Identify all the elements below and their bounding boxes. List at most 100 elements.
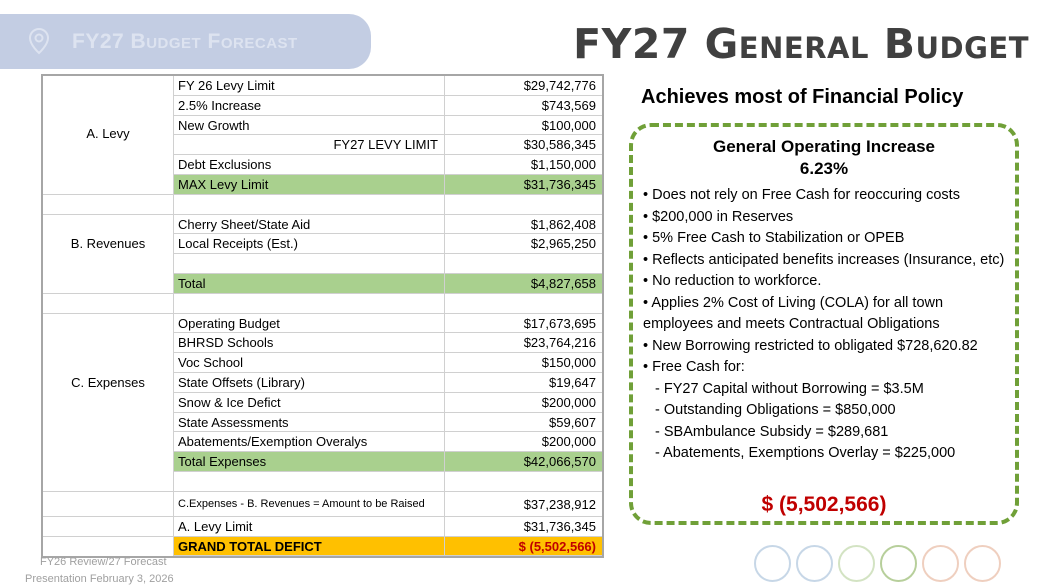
row-value: $200,000 <box>445 432 602 453</box>
logo-strip <box>754 545 1001 582</box>
row-item: Operating Budget <box>174 313 445 334</box>
table-row: C.Expenses - B. Revenues = Amount to be … <box>43 491 602 517</box>
group-cell <box>43 174 174 195</box>
row-value <box>445 195 602 215</box>
row-value: $743,569 <box>445 96 602 116</box>
policy-item: - Outstanding Obligations = $850,000 <box>655 402 896 418</box>
row-item <box>174 471 445 492</box>
row-item: Local Receipts (Est.) <box>174 234 445 255</box>
row-item: Total Expenses <box>174 452 445 472</box>
community-handshake-icon <box>964 545 1001 582</box>
row-value: $200,000 <box>445 393 602 413</box>
row-value: $59,607 <box>445 413 602 433</box>
group-cell <box>43 536 174 557</box>
group-cell <box>43 214 174 235</box>
row-item: Total <box>174 273 445 294</box>
row-value: $17,673,695 <box>445 314 602 334</box>
table-row: Total Expenses $42,066,570 <box>43 452 602 472</box>
row-value <box>445 294 602 314</box>
table-row: Total $4,827,658 <box>43 273 602 294</box>
key-icon <box>838 545 875 582</box>
table-row: Abatements/Exemption Overalys $200,000 <box>43 432 602 453</box>
group-label-levy: A. Levy <box>86 126 130 141</box>
policy-item: Applies 2% Cost of Living (COLA) for all… <box>643 293 1015 336</box>
group-cell <box>43 516 174 537</box>
row-item: New Growth <box>174 115 445 136</box>
policy-item: Free Cash for: <box>643 357 1015 379</box>
group-cell <box>43 471 174 492</box>
banner-label: FY27 Budget Forecast <box>72 29 298 53</box>
table-row: Voc School $150,000 <box>43 353 602 373</box>
group-cell <box>43 372 174 393</box>
table-row: Local Receipts (Est.) $2,965,250 <box>43 234 602 255</box>
policy-item: - FY27 Capital without Borrowing = $3.5M <box>655 380 924 397</box>
box-title: General Operating Increase <box>712 137 936 156</box>
infrastructure-icon <box>754 545 791 582</box>
row-item: State Assessments <box>174 412 445 433</box>
table-row: Operating Budget $17,673,695 <box>43 313 602 334</box>
row-value: $31,736,345 <box>445 517 602 537</box>
policy-item: - Abatements, Exemptions Overlay = $225,… <box>655 445 956 461</box>
group-cell <box>43 76 174 96</box>
table-row: 2.5% Increase $743,569 <box>43 95 602 116</box>
row-item: Cherry Sheet/State Aid <box>174 214 445 235</box>
policy-item: 5% Free Cash to Stabilization or OPEB <box>643 228 1015 250</box>
group-cell <box>43 95 174 116</box>
group-cell <box>43 432 174 453</box>
table-row: FY27 LEVY LIMIT $30,586,345 <box>43 135 602 156</box>
row-value: $23,764,216 <box>445 333 602 354</box>
policy-box: General Operating Increase 6.23% Does no… <box>629 123 1019 525</box>
budget-table: A. Levy B. Revenues C. Expenses FY 26 Le… <box>41 74 604 559</box>
policy-item: $200,000 in Reserves <box>643 207 1015 229</box>
group-cell <box>43 392 174 413</box>
group-label-expenses: C. Expenses <box>71 375 145 390</box>
row-value: $19,647 <box>445 373 602 393</box>
row-item: FY27 LEVY LIMIT <box>174 135 445 156</box>
row-item: Debt Exclusions <box>174 155 445 175</box>
table-row: A. Levy Limit $31,736,345 <box>43 516 602 537</box>
table-row: BHRSD Schools $23,764,216 <box>43 333 602 354</box>
row-item: MAX Levy Limit <box>174 174 445 195</box>
table-row: New Growth $100,000 <box>43 115 602 136</box>
row-value <box>445 472 602 492</box>
group-cell <box>43 273 174 294</box>
row-item: GRAND TOTAL DEFICT <box>174 536 445 557</box>
row-value: $42,066,570 <box>445 452 602 472</box>
sustainability-icon <box>880 545 917 582</box>
row-item: Voc School <box>174 353 445 373</box>
footer-line-1: FY26 Review/27 Forecast <box>40 556 167 568</box>
row-value <box>445 254 602 274</box>
table-row: Cherry Sheet/State Aid $1,862,408 <box>43 214 602 235</box>
table-row: State Assessments $59,607 <box>43 412 602 433</box>
table-row: FY 26 Levy Limit $29,742,776 <box>43 76 602 96</box>
row-value: $ (5,502,566) <box>445 536 602 557</box>
group-label-revenues: B. Revenues <box>70 236 146 251</box>
group-cell <box>43 293 174 314</box>
section-banner: FY27 Budget Forecast <box>0 14 371 69</box>
row-value: $100,000 <box>445 116 602 136</box>
table-row <box>43 293 602 314</box>
row-value: $1,862,408 <box>445 215 602 235</box>
table-row <box>43 254 602 274</box>
group-cell <box>43 333 174 354</box>
row-value: $4,827,658 <box>445 273 602 294</box>
row-value: $150,000 <box>445 353 602 373</box>
policy-list: Does not rely on Free Cash for reoccurin… <box>633 185 1015 465</box>
row-item: BHRSD Schools <box>174 333 445 354</box>
deficit-total: $ (5,502,566) <box>761 493 887 516</box>
group-cell <box>43 412 174 433</box>
group-cell <box>43 194 174 215</box>
row-value: $2,965,250 <box>445 234 602 255</box>
group-cell <box>43 155 174 175</box>
row-value: $37,238,912 <box>445 492 602 517</box>
shield-check-icon <box>796 545 833 582</box>
row-item: State Offsets (Library) <box>174 372 445 393</box>
map-pin-icon <box>28 27 50 54</box>
table-row: MAX Levy Limit $31,736,345 <box>43 174 602 195</box>
row-item: FY 26 Levy Limit <box>174 76 445 96</box>
row-value: $29,742,776 <box>445 76 602 96</box>
group-cell <box>43 234 174 255</box>
row-item: Abatements/Exemption Overalys <box>174 432 445 453</box>
group-cell <box>43 491 174 517</box>
row-item <box>174 194 445 215</box>
